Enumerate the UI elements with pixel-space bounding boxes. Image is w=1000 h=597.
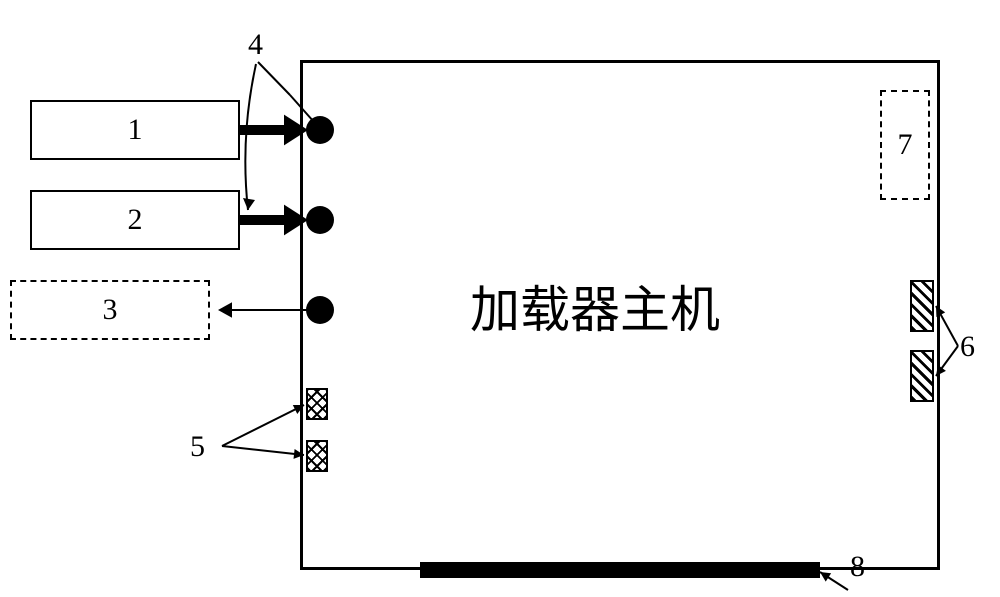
callout-8-label: 8 bbox=[850, 550, 865, 584]
callout-5-label: 5 bbox=[190, 430, 205, 464]
left-box-2-label: 2 bbox=[128, 203, 143, 237]
callout-7-label: 7 bbox=[898, 128, 913, 162]
left-box-1-label: 1 bbox=[128, 113, 143, 147]
callout-5-rect-b bbox=[306, 440, 328, 472]
left-box-2: 2 bbox=[30, 190, 240, 250]
callout-7-box: 7 bbox=[880, 90, 930, 200]
port-circle-1 bbox=[306, 116, 334, 144]
callout-8-bar bbox=[420, 562, 820, 578]
callout-6-rect-b bbox=[910, 350, 934, 402]
left-box-3: 3 bbox=[10, 280, 210, 340]
left-box-3-label: 3 bbox=[103, 293, 118, 327]
port-circle-3 bbox=[306, 296, 334, 324]
main-host-title: 加载器主机 bbox=[470, 270, 720, 342]
callout-6-label: 6 bbox=[960, 330, 975, 364]
port-circle-2 bbox=[306, 206, 334, 234]
callout-4-label: 4 bbox=[248, 28, 263, 62]
diagram-canvas: 加载器主机 1 2 3 4 5 6 7 8 bbox=[0, 0, 1000, 597]
callout-6-rect-a bbox=[910, 280, 934, 332]
callout-5-rect-a bbox=[306, 388, 328, 420]
left-box-1: 1 bbox=[30, 100, 240, 160]
